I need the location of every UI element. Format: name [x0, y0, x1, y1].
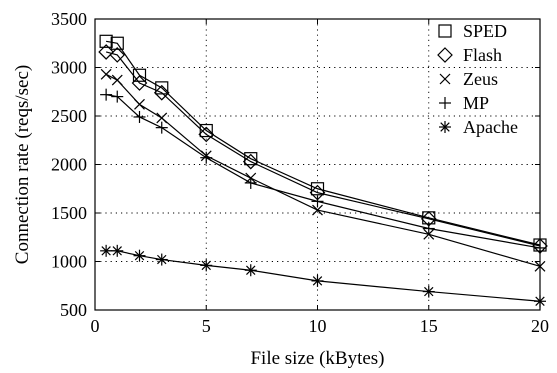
legend-item-sped: SPED: [438, 21, 507, 41]
axis-ticks: 0 5 10 15 20 500 1000 1500 2000 2500 3000 3500: [51, 9, 549, 336]
data-point-mp: [311, 195, 324, 208]
y-tick-label: 3000: [51, 58, 87, 78]
legend-marker-mp: [439, 97, 451, 109]
y-tick-label: 1500: [51, 203, 87, 223]
data-point-sped: [310, 182, 325, 196]
data-point-sped: [199, 123, 213, 138]
data-point-mp: [133, 110, 146, 123]
x-tick-label: 5: [202, 316, 211, 336]
legend: SPED Flash Zeus MP Apache: [437, 21, 518, 137]
legend-marker-flash: [437, 47, 453, 63]
data-point-mp: [100, 88, 113, 101]
legend-item-flash: Flash: [437, 45, 502, 65]
data-point-mp: [534, 241, 546, 254]
x-axis-label: File size (kBytes): [250, 348, 384, 369]
data-point-zeus: [534, 260, 546, 272]
data-point-flash: [198, 126, 215, 143]
data-point-apache: [111, 244, 124, 257]
legend-label-zeus: Zeus: [463, 69, 498, 89]
x-tick-label: 15: [420, 316, 438, 336]
data-point-flash: [109, 47, 126, 63]
data-point-flash: [242, 153, 259, 170]
data-point-sped: [244, 152, 258, 166]
series-line-apache: [106, 250, 541, 302]
series-sped: [99, 34, 547, 252]
series-apache: [100, 244, 546, 308]
legend-item-apache: Apache: [439, 117, 518, 137]
data-point-zeus: [134, 98, 145, 110]
data-point-sped: [99, 34, 113, 48]
series-line-flash: [105, 51, 541, 247]
data-point-zeus: [312, 204, 323, 216]
data-point-apache: [534, 295, 546, 308]
data-point-apache: [133, 249, 146, 262]
y-tick-label: 2000: [51, 155, 87, 175]
legend-label-flash: Flash: [463, 45, 502, 65]
legend-marker-zeus: [439, 73, 451, 85]
data-point-apache: [244, 264, 257, 277]
legend-label-sped: SPED: [463, 21, 507, 41]
data-point-mp: [422, 222, 435, 235]
legend-item-mp: MP: [439, 93, 489, 113]
data-point-apache: [100, 244, 113, 257]
y-tick-label: 3500: [51, 9, 87, 29]
x-tick-label: 0: [91, 316, 100, 336]
legend-item-zeus: Zeus: [439, 69, 498, 89]
data-point-mp: [155, 121, 168, 134]
data-point-apache: [155, 253, 168, 266]
series-mp: [100, 88, 546, 254]
legend-label-mp: MP: [463, 93, 489, 113]
data-point-zeus: [156, 112, 168, 124]
x-tick-label: 20: [531, 316, 549, 336]
data-point-zeus: [100, 68, 112, 80]
data-point-sped: [110, 36, 124, 50]
legend-marker-apache: [439, 121, 451, 133]
data-point-apache: [422, 285, 435, 298]
y-tick-label: 500: [60, 300, 87, 320]
legend-label-apache: Apache: [463, 117, 518, 137]
data-point-flash: [98, 44, 114, 60]
series-line-sped: [106, 40, 541, 246]
y-tick-label: 1000: [51, 252, 87, 272]
data-point-flash: [153, 84, 170, 101]
data-point-mp: [111, 90, 124, 103]
data-point-apache: [311, 274, 324, 287]
legend-marker-sped: [438, 24, 452, 38]
data-point-mp: [244, 176, 257, 189]
data-point-zeus: [111, 74, 123, 86]
data-point-apache: [200, 259, 213, 272]
y-tick-label: 2500: [51, 106, 87, 126]
x-tick-label: 10: [309, 316, 327, 336]
data-point-flash: [131, 75, 148, 91]
data-point-sped: [155, 81, 169, 95]
y-axis-label: Connection rate (reqs/sec): [12, 65, 33, 264]
series-layer: [98, 34, 548, 308]
data-point-mp: [200, 151, 213, 164]
